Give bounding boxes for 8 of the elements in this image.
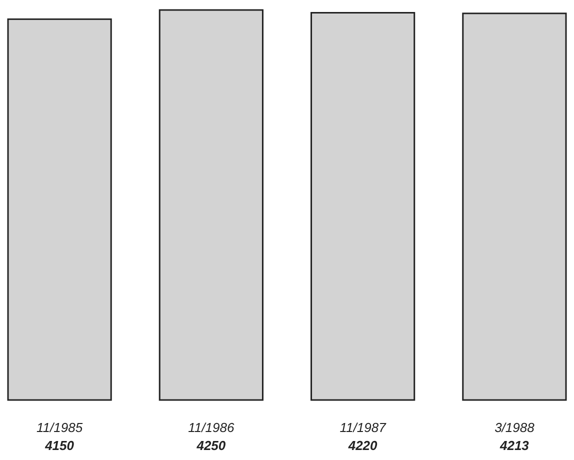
x-tick-label: 3/1988 bbox=[494, 420, 536, 435]
data-label: 4220 bbox=[347, 438, 378, 453]
x-tick-label: 11/1985 bbox=[36, 420, 84, 435]
data-label: 4250 bbox=[196, 438, 226, 453]
data-label: 4213 bbox=[498, 438, 530, 453]
x-tick-label: 11/1987 bbox=[340, 420, 387, 435]
data-label: 4150 bbox=[44, 438, 75, 453]
x-tick-label: 11/1986 bbox=[188, 420, 235, 435]
